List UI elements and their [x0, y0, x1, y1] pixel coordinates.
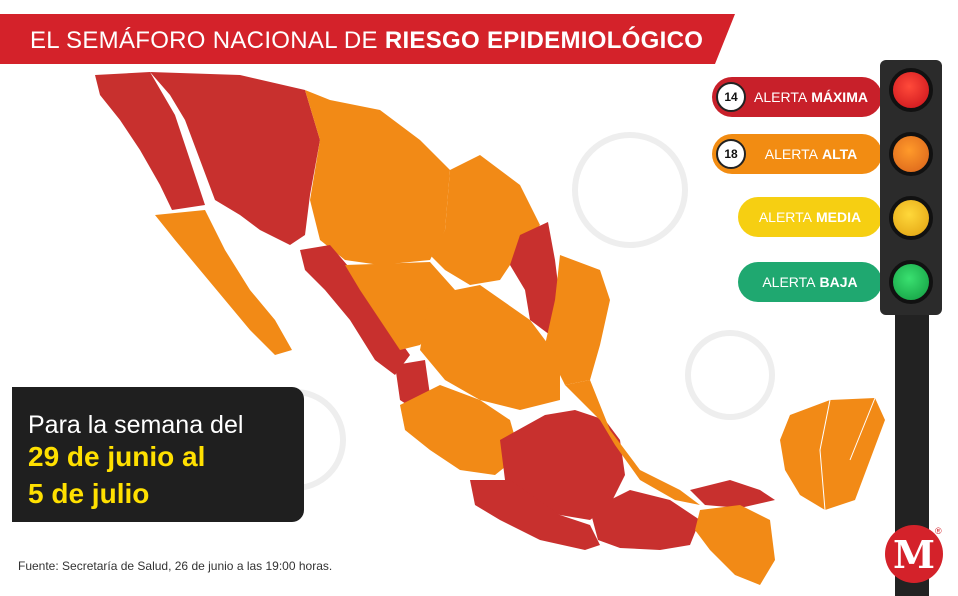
legend-alerta-baja: ALERTA BAJA — [738, 262, 882, 302]
title-regular: EL SEMÁFORO NACIONAL DE — [30, 27, 385, 54]
legend-alta-word: ALERTA — [764, 146, 818, 162]
state-oaxaca — [590, 490, 700, 550]
yellow-lamp-icon — [889, 196, 933, 240]
week-intro-text: Para la semana del — [28, 411, 244, 439]
milenio-logo: M — [885, 525, 943, 583]
count-maxima-badge: 14 — [716, 82, 746, 112]
state-chihuahua — [305, 90, 450, 265]
state-yucatan-peninsula — [780, 398, 885, 510]
state-coahuila — [430, 155, 540, 285]
week-start-date: 29 de junio al — [28, 441, 206, 472]
state-tamaulipas — [545, 255, 610, 385]
page-title: EL SEMÁFORO NACIONAL DE RIESGO EPIDEMIOL… — [30, 27, 703, 55]
state-sinaloa — [300, 245, 410, 375]
state-guerrero — [470, 480, 600, 550]
title-banner-shape — [0, 14, 735, 64]
state-central-north — [420, 285, 560, 410]
week-panel: Para la semana del 29 de junio al 5 de j… — [12, 387, 304, 522]
orange-lamp-icon — [889, 132, 933, 176]
traffic-light-icon — [880, 60, 942, 315]
legend-alerta-media: ALERTA MEDIA — [738, 197, 882, 237]
legend-baja-level: BAJA — [819, 274, 858, 290]
legend-maxima-word: ALERTA — [754, 89, 808, 105]
registered-mark: ® — [935, 526, 942, 536]
state-nuevo-leon — [510, 222, 560, 335]
state-central-south — [500, 410, 625, 520]
state-tabasco — [690, 480, 775, 508]
legend-media-word: ALERTA — [758, 209, 813, 225]
legend-baja-word: ALERTA — [762, 274, 816, 290]
state-borders — [819, 397, 876, 511]
legend-alerta-maxima: 14 ALERTA MÁXIMA — [712, 77, 882, 117]
count-alta-badge: 18 — [716, 139, 746, 169]
title-bold: RIESGO EPIDEMIOLÓGICO — [384, 27, 704, 54]
title-banner: EL SEMÁFORO NACIONAL DE RIESGO EPIDEMIOL… — [0, 14, 735, 64]
green-lamp-icon — [889, 260, 933, 304]
state-chiapas — [695, 505, 775, 585]
week-end-date: 5 de julio — [28, 478, 150, 509]
state-veracruz — [565, 380, 700, 505]
red-lamp-icon — [889, 68, 933, 112]
source-note: Fuente: Secretaría de Salud, 26 de junio… — [18, 559, 333, 573]
state-sonora — [150, 72, 320, 245]
legend-alerta-alta: 18 ALERTA ALTA — [712, 134, 882, 174]
legend-media-level: MEDIA — [816, 209, 862, 225]
state-baja-california — [95, 72, 205, 210]
state-jalisco — [400, 385, 520, 475]
state-baja-california-sur — [155, 210, 292, 355]
legend-maxima-level: MÁXIMA — [811, 89, 868, 105]
legend-alta-level: ALTA — [821, 146, 858, 162]
